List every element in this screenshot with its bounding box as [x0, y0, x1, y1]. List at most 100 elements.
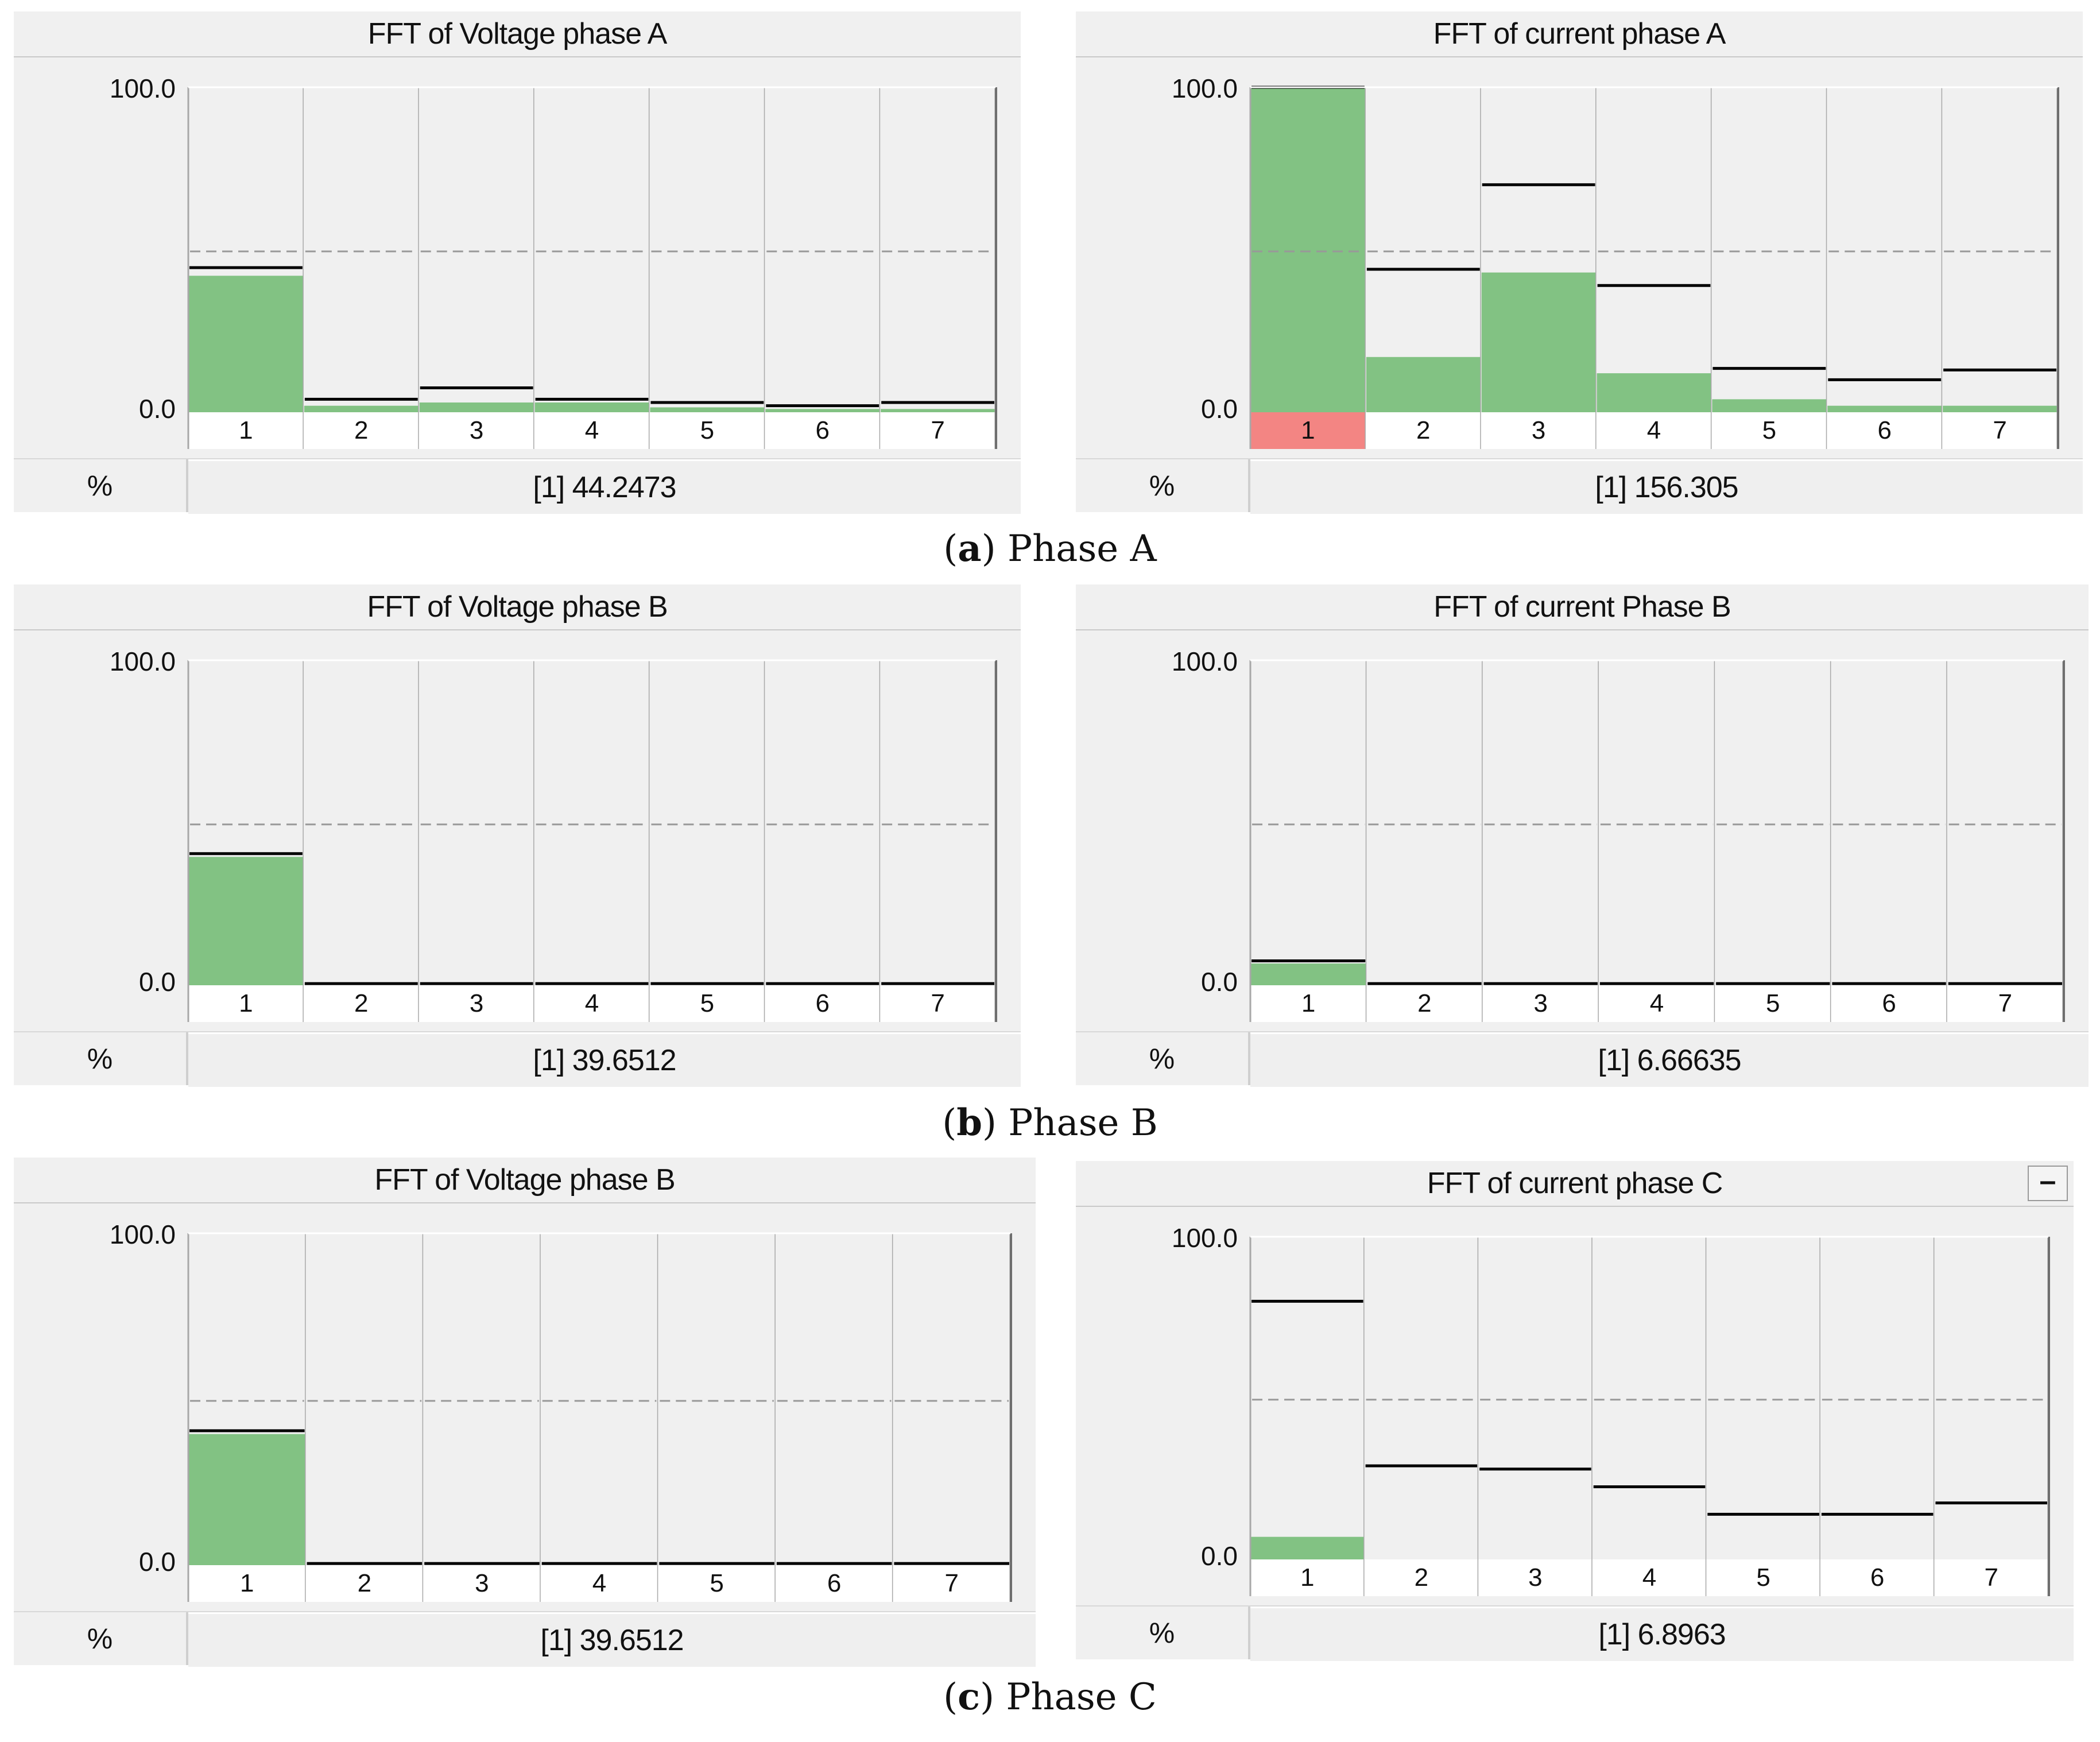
readout-value: [1] 6.66635	[1250, 1032, 2089, 1087]
category-label-box	[1596, 412, 1712, 449]
category-label: 2	[1416, 416, 1430, 444]
category-label-box	[188, 412, 304, 449]
harmonic-bar	[189, 857, 303, 985]
category-label-box	[305, 1565, 424, 1602]
status-bar: % [1] 44.2473	[14, 458, 1021, 514]
readout-value: [1] 44.2473	[188, 459, 1021, 514]
category-label-box	[765, 985, 881, 1022]
bar-cell	[893, 1233, 1010, 1565]
category-label-box	[1827, 412, 1943, 449]
caption-phase-c: (c) Phase C	[943, 1675, 1157, 1718]
bar-cell	[423, 1233, 541, 1565]
category-label: 3	[1528, 1563, 1542, 1592]
fft-chart: 100.0 0.0 1 2 3 4 5 6 7	[1172, 73, 2059, 449]
caption-phase-b: (b) Phase B	[942, 1101, 1158, 1144]
caption-text: Phase A	[1008, 528, 1157, 570]
category-label: 1	[1300, 1563, 1314, 1592]
category-label: 3	[1533, 989, 1547, 1017]
category-label-box	[1478, 1559, 1593, 1596]
harmonic-bar	[1366, 357, 1481, 412]
status-bar: % [1] 6.8963	[1076, 1605, 2074, 1661]
category-label-box	[1715, 985, 1831, 1022]
category-label: 7	[1998, 989, 2012, 1017]
category-label: 3	[475, 1569, 489, 1597]
bar-cell	[1947, 660, 2063, 985]
category-label-box	[649, 412, 765, 449]
y-tick-label-min: 0.0	[139, 967, 176, 997]
bar-cell	[1715, 660, 1831, 985]
category-label: 6	[827, 1569, 841, 1597]
bar-cell	[305, 1233, 424, 1565]
y-tick-label-min: 0.0	[1201, 967, 1238, 997]
bar-cell	[1706, 1237, 1820, 1559]
category-label: 1	[240, 1569, 254, 1597]
category-label: 2	[354, 416, 368, 444]
fft-panel-voltage-b: FFT of Voltage phase B 100.0 0.0 1 2 3 4 5 6 7 %…	[14, 584, 1021, 1087]
unit-label: %	[14, 1612, 188, 1665]
y-tick-label-max: 100.0	[110, 73, 176, 103]
category-label: 3	[470, 416, 483, 444]
bar-cell	[1366, 660, 1483, 985]
category-label-box	[1364, 1559, 1479, 1596]
category-label-box	[1250, 412, 1366, 449]
bar-cell	[540, 1233, 658, 1565]
panel-title: FFT of current phase A	[1076, 11, 2083, 57]
plot-area: 100.0 0.0 1 2 3 4 5 6 7	[1076, 630, 2089, 1030]
y-tick-label-min: 0.0	[139, 394, 176, 424]
category-label-box	[765, 412, 881, 449]
caption-letter: a	[958, 527, 982, 570]
fft-chart: 100.0 0.0 1 2 3 4 5 6 7	[110, 647, 997, 1022]
fft-panel-current-c: FFT of current phase C – 100.0 0.0 1 2 3 4 5 6 7…	[1076, 1161, 2074, 1661]
unit-label: %	[14, 1032, 188, 1085]
unit-label: %	[1076, 1032, 1250, 1085]
category-label-box	[188, 1565, 306, 1602]
category-label: 5	[700, 416, 714, 444]
category-label: 2	[354, 989, 368, 1017]
category-label-box	[1934, 1559, 2048, 1596]
category-label-box	[1947, 985, 2063, 1022]
harmonic-bar	[534, 402, 649, 412]
harmonic-bar	[419, 402, 534, 412]
category-label: 1	[1301, 989, 1315, 1017]
category-label: 4	[592, 1569, 606, 1597]
fft-chart: 100.0 0.0 1 2 3 4 5 6 7	[110, 73, 997, 449]
category-label: 3	[1532, 416, 1545, 444]
category-label: 7	[944, 1569, 958, 1597]
y-tick-label-max: 100.0	[1172, 73, 1238, 103]
bar-cell	[649, 660, 765, 985]
category-label-box	[423, 1565, 541, 1602]
fft-chart: 100.0 0.0 1 2 3 4 5 6 7	[1172, 647, 2065, 1022]
category-label: 7	[931, 416, 944, 444]
harmonic-bar	[881, 409, 995, 412]
bar-cell	[1827, 87, 1943, 412]
bar-cell	[1482, 660, 1599, 985]
harmonic-bar	[1712, 399, 1827, 412]
harmonic-bar	[1943, 405, 2057, 412]
category-label: 7	[931, 989, 944, 1017]
category-label: 6	[1870, 1563, 1884, 1592]
minimize-button[interactable]: –	[2028, 1166, 2068, 1201]
category-label-box	[880, 412, 995, 449]
category-label: 4	[585, 416, 599, 444]
fft-panel-voltage-c: FFT of Voltage phase B 100.0 0.0 1 2 3 4 5 6 7 %…	[14, 1158, 1036, 1667]
caption-letter: b	[956, 1101, 982, 1144]
category-label: 6	[815, 989, 829, 1017]
y-tick-label-max: 100.0	[110, 1220, 176, 1249]
panel-title: FFT of Voltage phase B	[14, 1158, 1036, 1203]
bar-cell	[1478, 1237, 1593, 1559]
category-label-box	[1706, 1559, 1820, 1596]
harmonic-bar	[765, 409, 880, 412]
category-label: 7	[1993, 416, 2006, 444]
caption-letter: c	[958, 1675, 981, 1718]
category-label-box	[1481, 412, 1597, 449]
y-tick-label-min: 0.0	[139, 1547, 176, 1577]
category-label: 2	[358, 1569, 371, 1597]
harmonic-bar	[1597, 373, 1711, 412]
category-label-box	[1711, 412, 1827, 449]
harmonic-bar	[1251, 87, 1365, 412]
bar-cell	[1592, 1237, 1707, 1559]
bar-cell	[534, 660, 650, 985]
readout-value: [1] 156.305	[1250, 459, 2083, 514]
bar-cell	[303, 660, 419, 985]
status-bar: % [1] 39.6512	[14, 1031, 1021, 1087]
